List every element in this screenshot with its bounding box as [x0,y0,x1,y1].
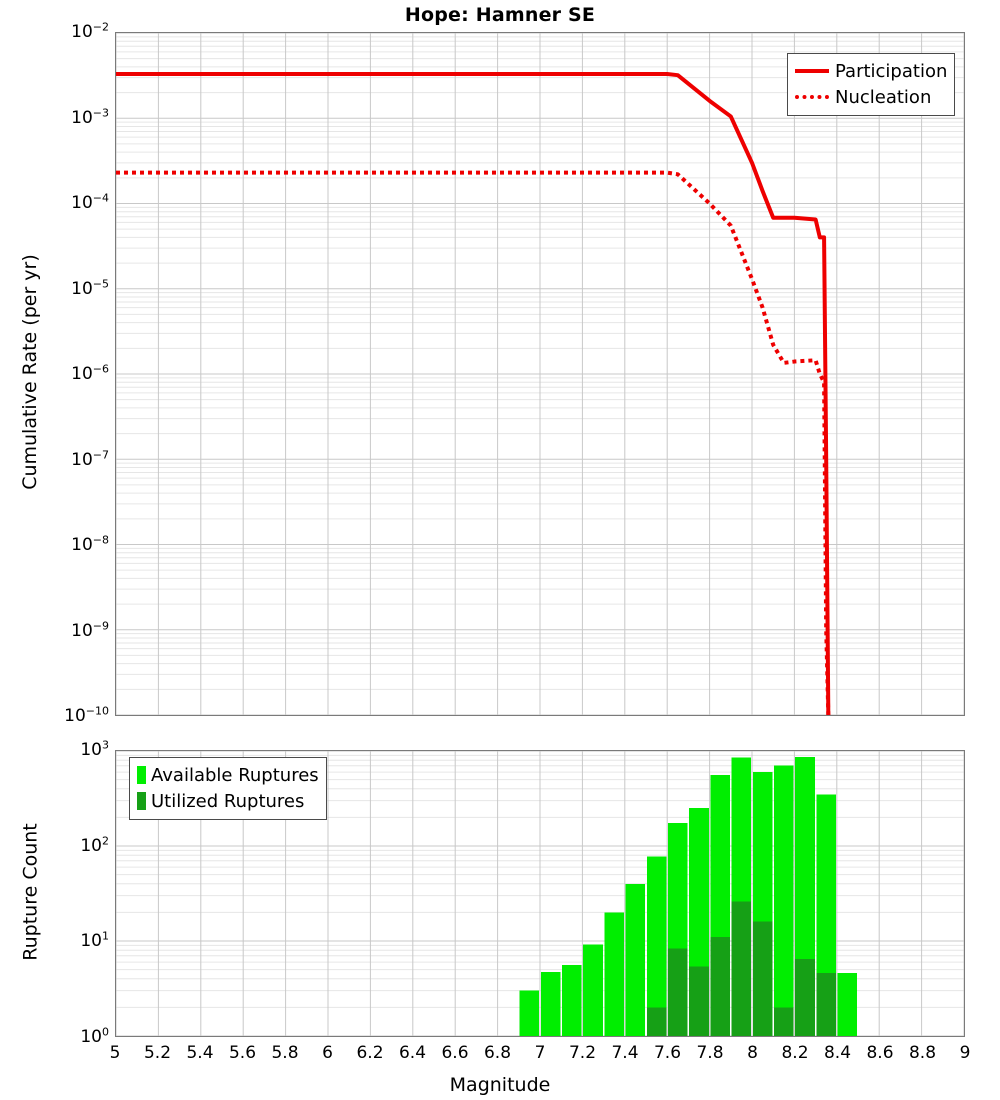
x-tick: 7 [534,1043,546,1063]
top-y-tick: 10−5 [71,276,109,299]
bottom-y-tick: 102 [80,834,109,856]
x-tick: 5.4 [186,1043,214,1063]
rupture-legend-item-2[interactable]: Utilized Ruptures [137,788,319,814]
top-y-tick: 10−9 [71,618,109,641]
top-y-tick: 10−8 [71,533,109,555]
rate-curves [116,33,964,715]
color-swatch-icon [137,766,146,784]
top-y-tick: 10−2 [71,20,109,42]
top-y-tick: 10−6 [71,362,109,384]
cumulative-rate-plot [115,32,965,716]
rate-legend-item-2[interactable]: Nucleation [795,84,947,110]
rate-legend-label: Nucleation [835,86,932,108]
color-swatch-icon [137,792,146,810]
top-y-tick: 10−4 [71,191,109,213]
x-tick: 8 [747,1043,758,1063]
x-tick: 7.8 [696,1043,724,1063]
x-tick: 8.2 [781,1043,809,1063]
bottom-y-axis-label: Rupture Count [19,822,41,961]
x-tick: 7.2 [568,1043,597,1063]
bottom-y-tick: 101 [80,929,109,952]
x-tick: 6 [322,1043,333,1063]
top-y-tick: 10−10 [64,704,109,726]
rupture-legend[interactable]: Available Ruptures Utilized Ruptures [129,757,327,820]
rate-legend-item-1[interactable]: Participation [795,58,947,84]
rupture-bars [519,757,858,1036]
x-tick: 5 [109,1043,121,1063]
x-axis-label: Magnitude [449,1074,551,1096]
x-tick: 8.8 [908,1043,937,1063]
x-tick: 7.6 [653,1043,682,1063]
page-title: Hope: Hamner SE [404,4,596,26]
top-y-axis-label: Cumulative Rate (per yr) [19,254,41,490]
x-tick: 8.6 [866,1043,894,1063]
x-tick: 6.2 [356,1043,384,1063]
x-tick: 5.8 [271,1043,299,1063]
rate-legend[interactable]: Participation Nucleation [787,53,956,116]
top-y-tick: 10−7 [71,447,109,470]
rupture-legend-label: Utilized Ruptures [151,790,305,812]
bottom-y-tick: 103 [80,738,109,760]
x-tick: 6.6 [441,1043,469,1063]
rupture-legend-label: Available Ruptures [151,764,319,786]
rate-legend-label: Participation [835,60,948,82]
x-tick: 9 [959,1043,971,1063]
dotted-line-icon [795,95,829,99]
x-tick: 6.8 [483,1043,512,1063]
top-y-tick: 10−3 [71,105,109,128]
solid-line-icon [795,69,829,73]
x-tick: 5.6 [228,1043,257,1063]
x-tick: 5.2 [143,1043,172,1063]
rupture-legend-item-1[interactable]: Available Ruptures [137,762,319,788]
x-tick: 6.4 [398,1043,427,1063]
x-tick: 7.4 [611,1043,639,1063]
x-tick: 8.4 [823,1043,852,1063]
bottom-y-tick: 100 [80,1025,109,1047]
